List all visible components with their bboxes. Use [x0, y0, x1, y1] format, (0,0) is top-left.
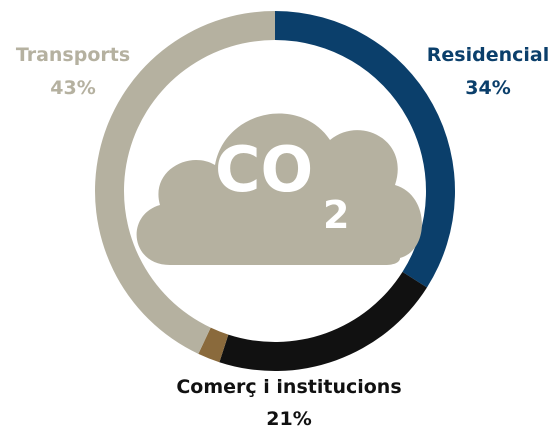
label-transports-value: 43% [50, 77, 95, 99]
label-transports-name: Transports [16, 44, 130, 66]
slice-labels: Residencial 34% Comerç i institucions 21… [16, 44, 549, 430]
co2-subscript: 2 [323, 193, 349, 237]
label-comerc-name: Comerç i institucions [176, 376, 401, 398]
label-residencial-name: Residencial [427, 44, 549, 66]
slice-comer-i-institucions [219, 271, 427, 371]
slice-residencial [275, 11, 455, 288]
cloud-icon [136, 113, 422, 266]
co2-label: CO [215, 133, 313, 206]
slice-other [198, 327, 229, 363]
label-residencial-value: 34% [465, 77, 510, 99]
slice-transports [95, 11, 276, 354]
donut-ring [95, 11, 455, 371]
label-comerc-value: 21% [266, 408, 311, 430]
